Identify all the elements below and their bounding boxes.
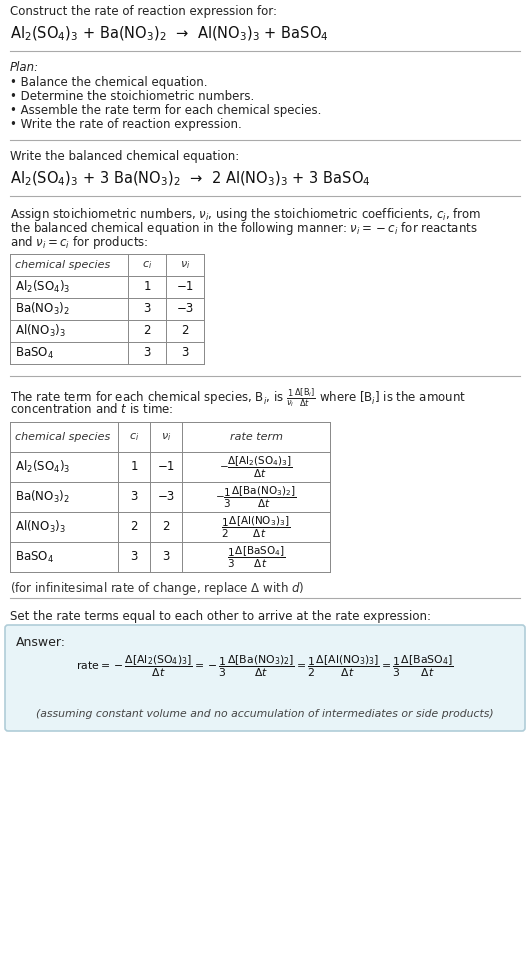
- Text: 2: 2: [130, 520, 138, 533]
- Text: 3: 3: [162, 551, 170, 564]
- Text: chemical species: chemical species: [15, 432, 110, 442]
- Text: Al(NO$_3$)$_3$: Al(NO$_3$)$_3$: [15, 323, 66, 339]
- Text: • Write the rate of reaction expression.: • Write the rate of reaction expression.: [10, 118, 242, 131]
- Text: • Assemble the rate term for each chemical species.: • Assemble the rate term for each chemic…: [10, 104, 321, 117]
- Text: 3: 3: [130, 491, 138, 504]
- Text: Plan:: Plan:: [10, 61, 39, 74]
- Text: BaSO$_4$: BaSO$_4$: [15, 346, 54, 361]
- Text: Al(NO$_3$)$_3$: Al(NO$_3$)$_3$: [15, 519, 66, 535]
- Text: Write the balanced chemical equation:: Write the balanced chemical equation:: [10, 150, 239, 163]
- Text: $\dfrac{1}{3}\dfrac{\Delta[\mathrm{BaSO_4}]}{\Delta t}$: $\dfrac{1}{3}\dfrac{\Delta[\mathrm{BaSO_…: [227, 544, 285, 569]
- Text: The rate term for each chemical species, B$_i$, is $\frac{1}{\nu_i}\frac{\Delta[: The rate term for each chemical species,…: [10, 386, 466, 409]
- Text: Set the rate terms equal to each other to arrive at the rate expression:: Set the rate terms equal to each other t…: [10, 610, 431, 623]
- Text: rate term: rate term: [229, 432, 282, 442]
- Text: Construct the rate of reaction expression for:: Construct the rate of reaction expressio…: [10, 5, 277, 18]
- Text: concentration and $t$ is time:: concentration and $t$ is time:: [10, 402, 174, 416]
- Text: (for infinitesimal rate of change, replace Δ with $d$): (for infinitesimal rate of change, repla…: [10, 580, 304, 597]
- Text: Assign stoichiometric numbers, $\nu_i$, using the stoichiometric coefficients, $: Assign stoichiometric numbers, $\nu_i$, …: [10, 206, 481, 223]
- Text: Al$_2$(SO$_4$)$_3$: Al$_2$(SO$_4$)$_3$: [15, 279, 70, 295]
- Text: Al$_2$(SO$_4$)$_3$ + Ba(NO$_3$)$_2$  →  Al(NO$_3$)$_3$ + BaSO$_4$: Al$_2$(SO$_4$)$_3$ + Ba(NO$_3$)$_2$ → Al…: [10, 25, 329, 43]
- Text: −3: −3: [157, 491, 174, 504]
- Text: Al$_2$(SO$_4$)$_3$: Al$_2$(SO$_4$)$_3$: [15, 459, 70, 475]
- Text: 3: 3: [143, 347, 151, 360]
- Text: $-\dfrac{1}{3}\dfrac{\Delta[\mathrm{Ba(NO_3)_2}]}{\Delta t}$: $-\dfrac{1}{3}\dfrac{\Delta[\mathrm{Ba(N…: [215, 484, 297, 510]
- Text: 2: 2: [181, 324, 189, 337]
- Text: Ba(NO$_3$)$_2$: Ba(NO$_3$)$_2$: [15, 301, 70, 318]
- Text: BaSO$_4$: BaSO$_4$: [15, 550, 54, 564]
- Text: $c_i$: $c_i$: [142, 259, 152, 270]
- Text: $-\dfrac{\Delta[\mathrm{Al_2(SO_4)_3}]}{\Delta t}$: $-\dfrac{\Delta[\mathrm{Al_2(SO_4)_3}]}{…: [219, 455, 293, 479]
- Text: −1: −1: [176, 280, 193, 293]
- Text: $\nu_i$: $\nu_i$: [180, 259, 190, 270]
- Text: Ba(NO$_3$)$_2$: Ba(NO$_3$)$_2$: [15, 489, 70, 505]
- Text: Al$_2$(SO$_4$)$_3$ + 3 Ba(NO$_3$)$_2$  →  2 Al(NO$_3$)$_3$ + 3 BaSO$_4$: Al$_2$(SO$_4$)$_3$ + 3 Ba(NO$_3$)$_2$ → …: [10, 170, 370, 188]
- Text: • Balance the chemical equation.: • Balance the chemical equation.: [10, 76, 208, 89]
- FancyBboxPatch shape: [5, 625, 525, 731]
- Text: $\nu_i$: $\nu_i$: [161, 431, 171, 443]
- Text: 1: 1: [143, 280, 151, 293]
- Text: $c_i$: $c_i$: [129, 431, 139, 443]
- Text: 2: 2: [162, 520, 170, 533]
- Text: • Determine the stoichiometric numbers.: • Determine the stoichiometric numbers.: [10, 90, 254, 103]
- Text: 3: 3: [181, 347, 189, 360]
- Text: the balanced chemical equation in the following manner: $\nu_i = -c_i$ for react: the balanced chemical equation in the fo…: [10, 220, 478, 237]
- Text: and $\nu_i = c_i$ for products:: and $\nu_i = c_i$ for products:: [10, 234, 148, 251]
- Text: $\dfrac{1}{2}\dfrac{\Delta[\mathrm{Al(NO_3)_3}]}{\Delta t}$: $\dfrac{1}{2}\dfrac{\Delta[\mathrm{Al(NO…: [222, 514, 290, 540]
- Text: −1: −1: [157, 461, 175, 473]
- Text: 2: 2: [143, 324, 151, 337]
- Text: Answer:: Answer:: [16, 636, 66, 649]
- Text: (assuming constant volume and no accumulation of intermediates or side products): (assuming constant volume and no accumul…: [36, 709, 494, 719]
- Text: chemical species: chemical species: [15, 260, 110, 270]
- Text: $\mathrm{rate} = -\dfrac{\Delta[\mathrm{Al_2(SO_4)_3}]}{\Delta t} = -\dfrac{1}{3: $\mathrm{rate} = -\dfrac{\Delta[\mathrm{…: [76, 654, 454, 679]
- Text: 3: 3: [130, 551, 138, 564]
- Text: 3: 3: [143, 303, 151, 316]
- Text: 1: 1: [130, 461, 138, 473]
- Text: −3: −3: [176, 303, 193, 316]
